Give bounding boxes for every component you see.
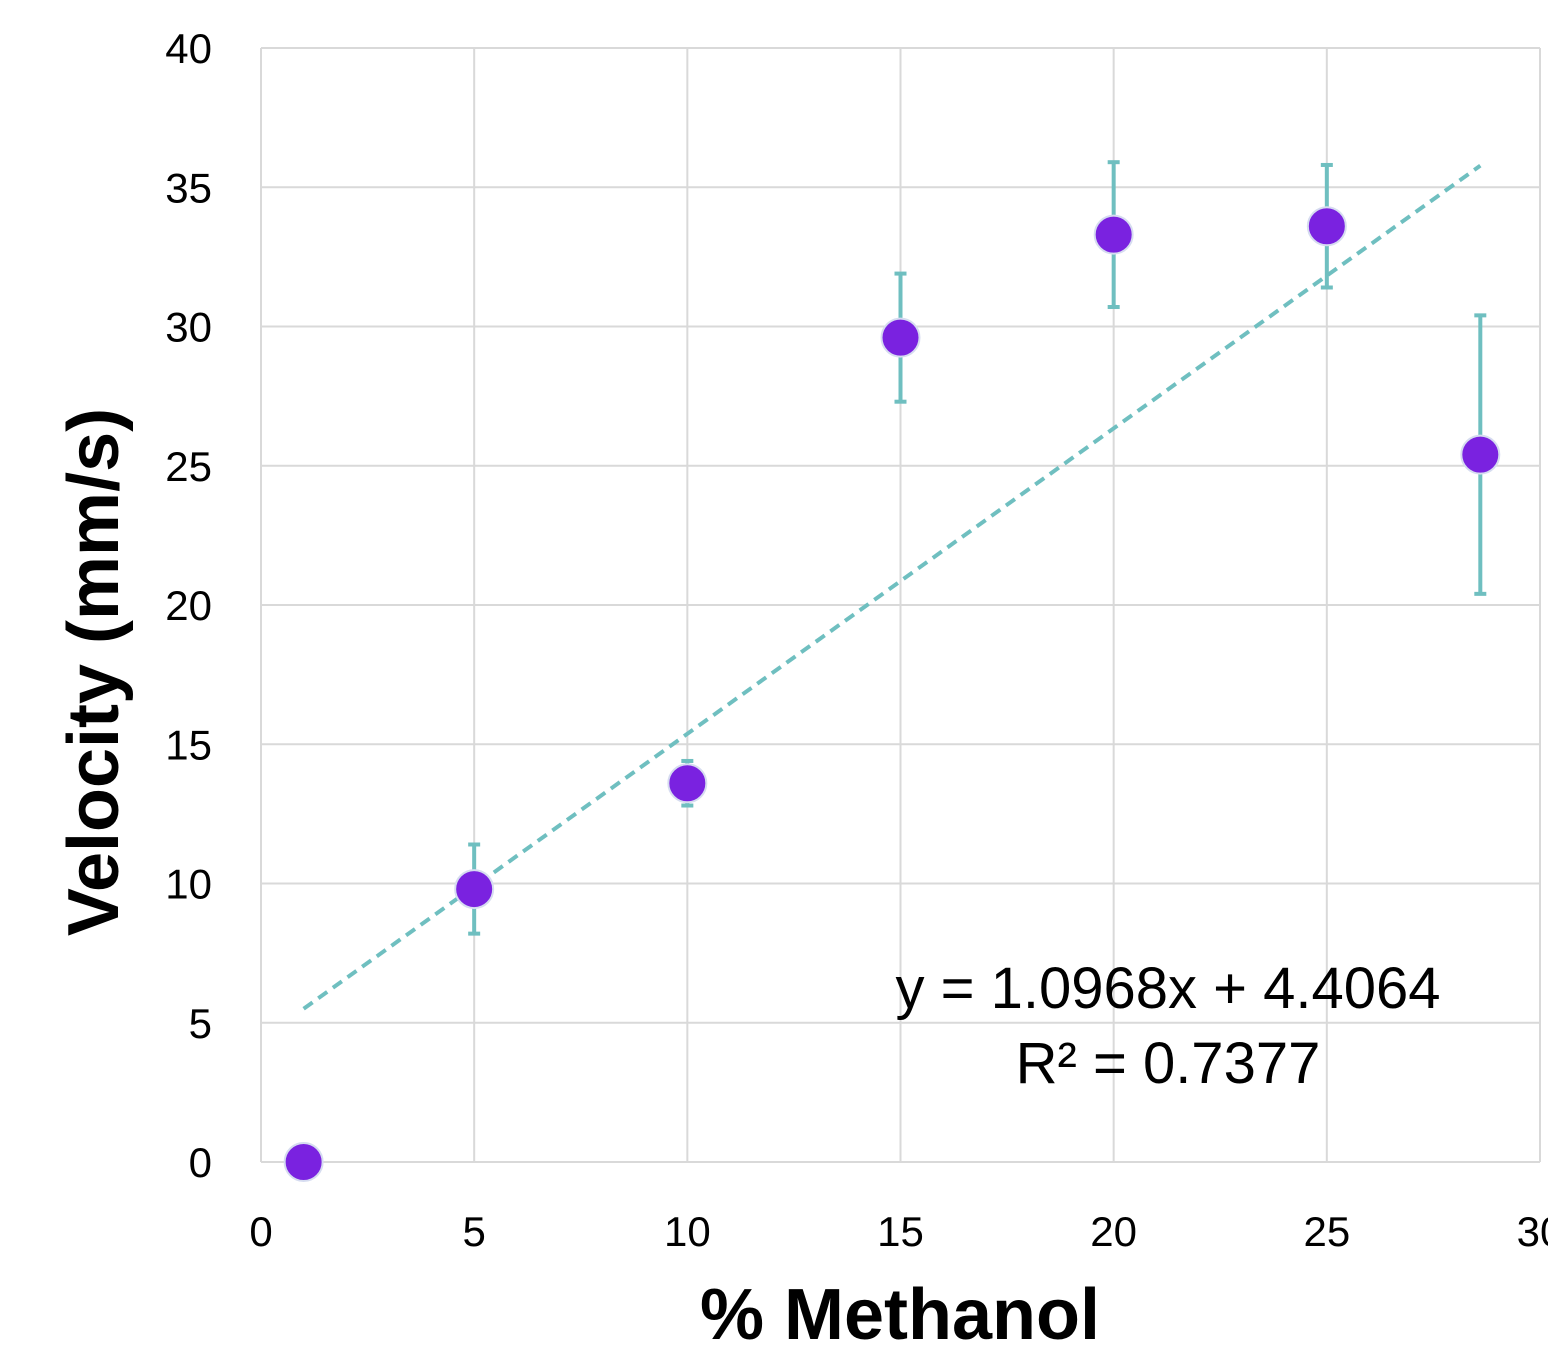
data-point: [454, 869, 495, 910]
grid-lines: [260, 47, 1541, 1163]
data-point: [667, 763, 708, 804]
x-tick-label: 25: [1303, 1208, 1350, 1255]
y-tick-label: 35: [165, 164, 212, 211]
data-points: [283, 206, 1501, 1182]
x-tick-label: 15: [877, 1208, 924, 1255]
y-tick-label: 30: [165, 304, 212, 351]
data-point: [1460, 434, 1501, 475]
data-point: [1093, 214, 1134, 255]
x-tick-label: 0: [249, 1208, 272, 1255]
data-point: [283, 1142, 324, 1182]
x-tick-label: 20: [1090, 1208, 1137, 1255]
x-tick-label: 30: [1517, 1208, 1548, 1255]
x-axis-title: % Methanol: [700, 1275, 1100, 1354]
x-tick-label: 5: [462, 1208, 485, 1255]
y-axis-tick-labels: 0 5 10 15 20 25 30 35 40: [165, 25, 212, 1186]
trendline-equation: y = 1.0968x + 4.4064: [896, 956, 1441, 1021]
y-tick-label: 40: [165, 25, 212, 72]
y-tick-label: 0: [189, 1139, 212, 1186]
y-tick-label: 20: [165, 582, 212, 629]
y-tick-label: 5: [189, 1000, 212, 1047]
y-tick-label: 15: [165, 721, 212, 768]
y-tick-label: 10: [165, 861, 212, 908]
y-tick-label: 25: [165, 443, 212, 490]
trendline-r-squared: R² = 0.7377: [1016, 1031, 1321, 1096]
trendline: [302, 164, 1482, 1011]
data-point: [880, 317, 921, 358]
data-point: [1306, 206, 1347, 247]
y-axis-title: Velocity (mm/s): [54, 408, 134, 936]
x-tick-label: 10: [664, 1208, 711, 1255]
x-axis-tick-labels: 0 5 10 15 20 25 30: [249, 1208, 1548, 1255]
error-bars: [468, 160, 1487, 936]
